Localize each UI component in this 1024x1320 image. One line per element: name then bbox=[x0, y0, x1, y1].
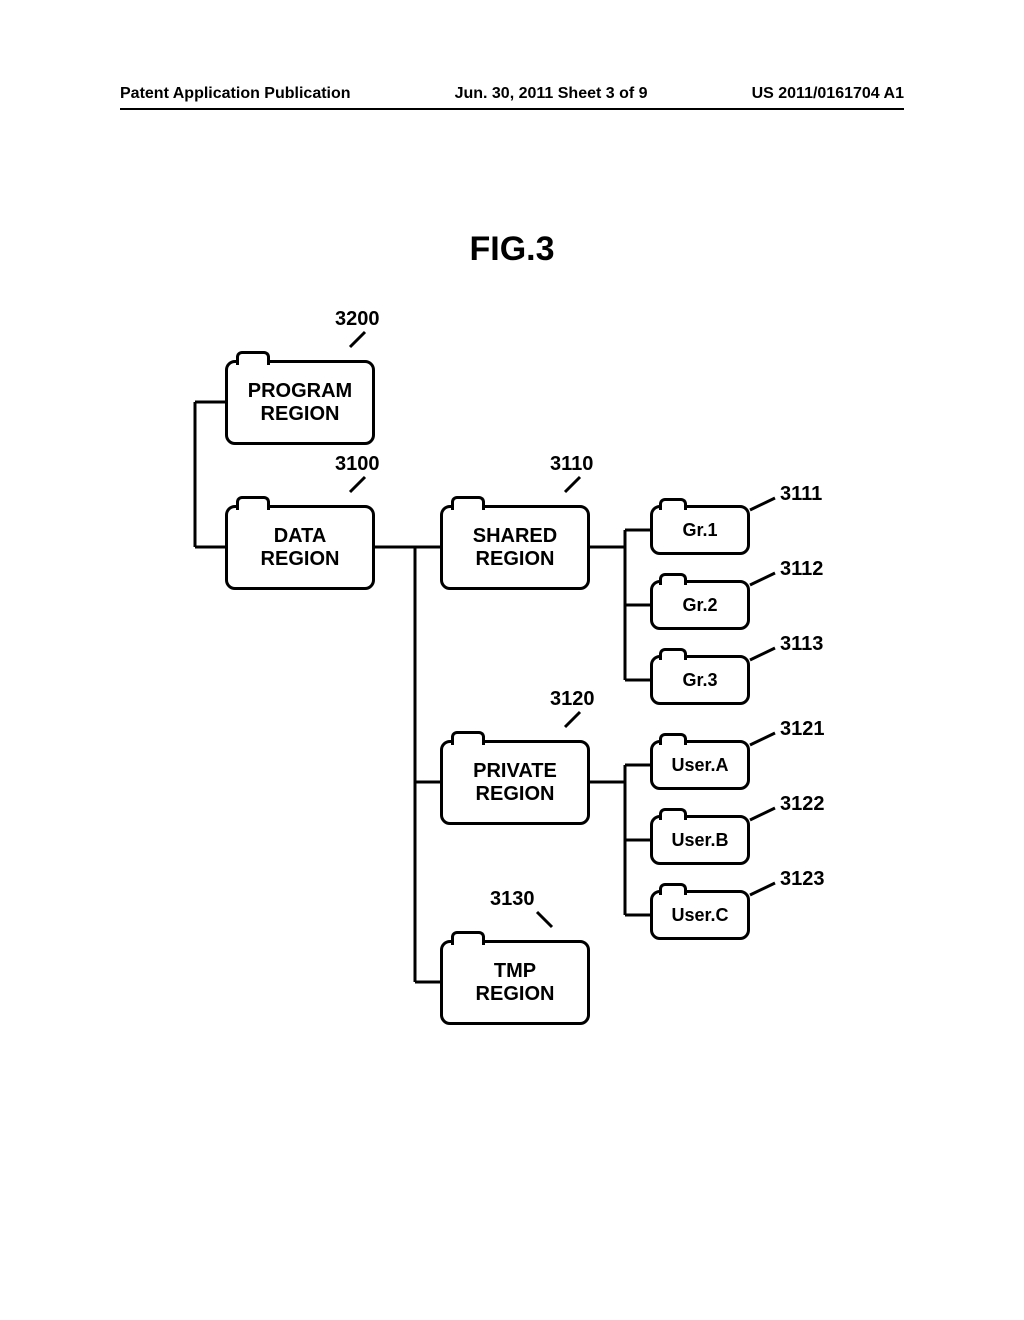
ref-3110: 3110 bbox=[550, 453, 593, 476]
folder-user-b: User.B bbox=[650, 815, 750, 865]
folder-private-region: PRIVATE REGION bbox=[440, 740, 590, 825]
folder-tab-icon bbox=[451, 496, 485, 510]
folder-label-line2: REGION bbox=[261, 548, 340, 571]
folder-tab-icon bbox=[236, 351, 270, 365]
folder-gr2: Gr.2 bbox=[650, 580, 750, 630]
page-header: Patent Application Publication Jun. 30, … bbox=[0, 85, 1024, 103]
connector-lines bbox=[0, 320, 1024, 1020]
folder-tab-icon bbox=[451, 931, 485, 945]
ref-3200: 3200 bbox=[335, 308, 380, 331]
ref-3121: 3121 bbox=[780, 718, 825, 741]
folder-label: Gr.1 bbox=[682, 520, 717, 541]
folder-tab-icon bbox=[659, 648, 687, 660]
folder-tab-icon bbox=[659, 733, 687, 745]
folder-user-a: User.A bbox=[650, 740, 750, 790]
folder-label-line1: PROGRAM bbox=[248, 380, 352, 403]
folder-label: User.A bbox=[671, 755, 728, 776]
folder-label: User.C bbox=[671, 905, 728, 926]
folder-label-line1: TMP bbox=[494, 960, 536, 983]
header-right: US 2011/0161704 A1 bbox=[752, 85, 904, 103]
folder-tab-icon bbox=[659, 808, 687, 820]
header-center: Jun. 30, 2011 Sheet 3 of 9 bbox=[455, 85, 648, 103]
folder-user-c: User.C bbox=[650, 890, 750, 940]
folder-label-line2: REGION bbox=[476, 783, 555, 806]
ref-3112: 3112 bbox=[780, 558, 823, 581]
ref-3130: 3130 bbox=[490, 888, 535, 911]
folder-tab-icon bbox=[659, 498, 687, 510]
folder-label: Gr.3 bbox=[682, 670, 717, 691]
ref-3122: 3122 bbox=[780, 793, 825, 816]
folder-tab-icon bbox=[659, 573, 687, 585]
folder-tab-icon bbox=[659, 883, 687, 895]
folder-data-region: DATA REGION bbox=[225, 505, 375, 590]
ref-3111: 3111 bbox=[780, 483, 822, 506]
folder-gr1: Gr.1 bbox=[650, 505, 750, 555]
folder-tab-icon bbox=[451, 731, 485, 745]
ref-3123: 3123 bbox=[780, 868, 825, 891]
folder-tab-icon bbox=[236, 496, 270, 510]
ref-3120: 3120 bbox=[550, 688, 595, 711]
ref-3113: 3113 bbox=[780, 633, 823, 656]
folder-label-line2: REGION bbox=[476, 983, 555, 1006]
figure-title: FIG.3 bbox=[0, 230, 1024, 269]
folder-program-region: PROGRAM REGION bbox=[225, 360, 375, 445]
folder-label-line1: SHARED bbox=[473, 525, 557, 548]
header-rule bbox=[120, 108, 904, 110]
folder-label-line2: REGION bbox=[261, 403, 340, 426]
header-left: Patent Application Publication bbox=[120, 85, 351, 103]
ref-3100: 3100 bbox=[335, 453, 380, 476]
folder-label: User.B bbox=[671, 830, 728, 851]
folder-label: Gr.2 bbox=[682, 595, 717, 616]
diagram-area: PROGRAM REGION 3200 DATA REGION 3100 SHA… bbox=[0, 320, 1024, 1020]
folder-label-line2: REGION bbox=[476, 548, 555, 571]
folder-label-line1: DATA bbox=[274, 525, 327, 548]
folder-tmp-region: TMP REGION bbox=[440, 940, 590, 1025]
folder-shared-region: SHARED REGION bbox=[440, 505, 590, 590]
folder-gr3: Gr.3 bbox=[650, 655, 750, 705]
folder-label-line1: PRIVATE bbox=[473, 760, 557, 783]
